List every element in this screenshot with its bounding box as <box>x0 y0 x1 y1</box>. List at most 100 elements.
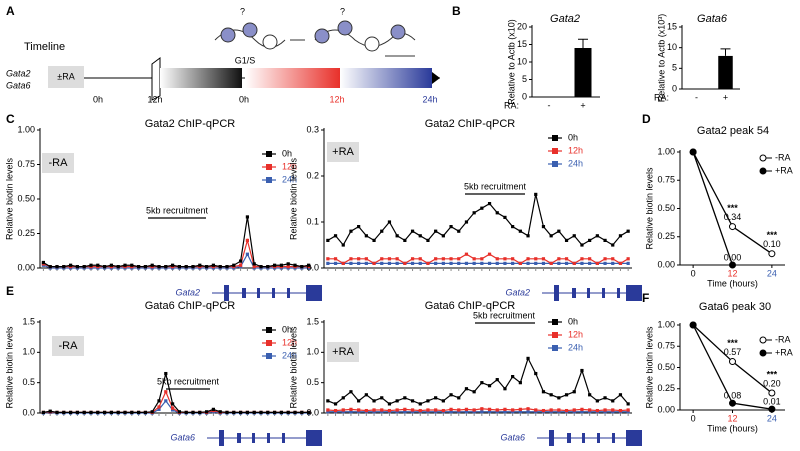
point <box>245 215 249 219</box>
y-axis-label: Relative biotin levels <box>288 157 298 240</box>
point <box>564 393 569 397</box>
chart-title: Gata6 <box>697 13 728 25</box>
time-label: 24h <box>422 94 437 104</box>
exon <box>306 285 322 301</box>
point <box>534 192 538 196</box>
y-tick-label: 1.5 <box>306 316 319 326</box>
point <box>164 265 168 269</box>
exon <box>257 288 260 298</box>
point <box>252 410 256 414</box>
x-axis-label: RA: <box>504 100 519 110</box>
point <box>349 407 353 411</box>
point <box>534 261 538 265</box>
annotation: 5kb recruitment <box>464 181 527 191</box>
point <box>618 234 623 238</box>
point <box>526 234 530 238</box>
point <box>218 265 222 269</box>
y-tick-label: 1.5 <box>22 316 35 326</box>
point <box>62 265 66 269</box>
point <box>487 410 492 414</box>
point <box>171 408 175 412</box>
point <box>626 229 630 233</box>
y-tick-label: 0.0 <box>306 262 319 272</box>
point <box>472 257 476 261</box>
point <box>380 408 384 412</box>
point <box>464 387 469 391</box>
point <box>457 408 461 412</box>
x-tick-label: + <box>580 100 585 110</box>
point <box>580 243 584 247</box>
point <box>729 358 736 366</box>
point <box>293 263 297 267</box>
y-axis-label: Relative biotin levels <box>4 157 14 240</box>
significance: *** <box>767 230 778 240</box>
point <box>341 396 345 400</box>
y-axis-label: Relative to Actb (x10³) <box>656 14 666 103</box>
point <box>480 206 484 210</box>
gene-name: Gata2 <box>175 287 200 297</box>
point <box>205 410 209 414</box>
exon <box>617 288 620 298</box>
time-label: 12h <box>147 94 162 104</box>
legend-label: 24h <box>568 342 583 352</box>
point <box>177 410 181 414</box>
point <box>441 399 445 403</box>
point <box>518 229 522 233</box>
point <box>364 408 368 413</box>
point <box>495 408 499 412</box>
point <box>595 399 599 403</box>
annotation: 5kb recruitment <box>473 310 536 320</box>
legend-marker <box>266 353 272 359</box>
chart: E Gata6 ChIP-qPCR 0.0 0.5 1.0 1.5 Relative bio… <box>4 284 322 446</box>
legend-label: 12h <box>568 329 583 339</box>
point <box>518 407 522 411</box>
point <box>157 405 161 409</box>
point <box>333 257 338 261</box>
point <box>410 261 415 265</box>
point <box>55 265 59 269</box>
exon <box>572 288 576 298</box>
point <box>82 410 86 414</box>
point <box>403 410 407 414</box>
point <box>403 396 407 400</box>
panel-label: C <box>6 112 15 126</box>
point <box>418 234 422 238</box>
point <box>387 257 392 261</box>
point <box>395 399 399 403</box>
exon <box>587 288 590 298</box>
nucleosome-scheme <box>214 20 416 57</box>
point <box>130 263 134 267</box>
y-tick-label: 0.75 <box>657 341 675 351</box>
point <box>109 263 113 267</box>
point <box>441 408 445 413</box>
point <box>418 261 422 265</box>
point <box>472 408 476 412</box>
condition: +RA <box>332 346 354 358</box>
point <box>564 257 569 261</box>
point <box>626 402 630 406</box>
point <box>357 410 361 414</box>
exon <box>306 430 322 446</box>
point <box>157 265 161 269</box>
point <box>418 408 422 413</box>
exon <box>582 433 585 443</box>
point <box>603 396 607 400</box>
point <box>603 257 607 261</box>
point <box>123 263 127 267</box>
point <box>457 257 461 261</box>
point <box>603 408 607 412</box>
point <box>273 410 277 414</box>
point <box>611 399 615 403</box>
treatment-box <box>48 66 84 88</box>
point <box>557 410 561 414</box>
point <box>626 408 630 412</box>
point <box>380 229 384 233</box>
point <box>184 265 188 269</box>
x-tick-label: 12 <box>727 268 737 278</box>
timeline: A Timeline Gata2 Gata6 ±RA G1/S 0h 12h 0… <box>6 4 440 104</box>
y-tick-label: 0.50 <box>657 362 675 372</box>
point <box>572 261 576 265</box>
legend-marker <box>552 332 558 338</box>
point <box>364 257 368 261</box>
point <box>441 257 445 261</box>
